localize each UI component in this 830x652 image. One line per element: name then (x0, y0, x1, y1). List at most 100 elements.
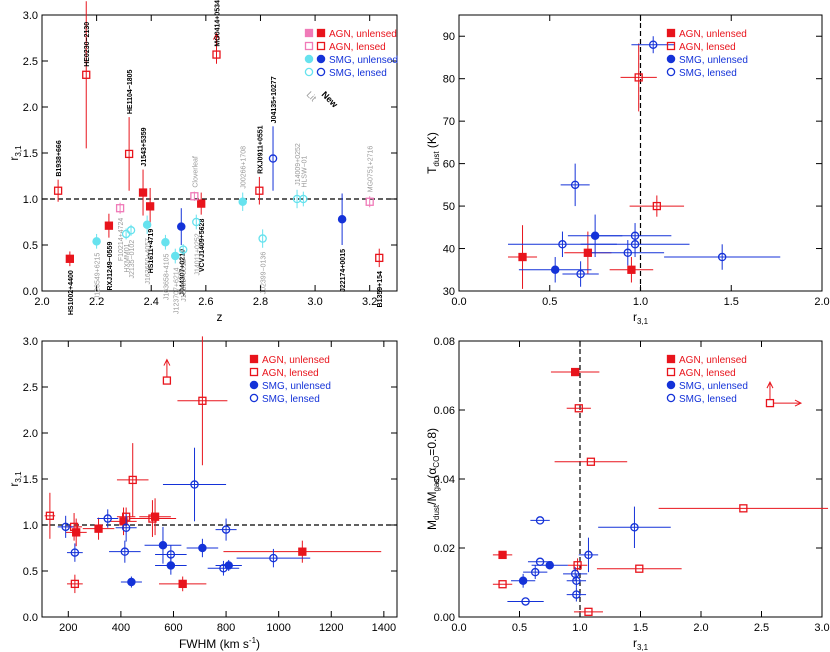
point-J22174+0015 (337, 214, 347, 224)
point-HE1104-1805 (124, 149, 134, 159)
point-o7 (190, 480, 199, 489)
point-l2 (573, 561, 582, 570)
x-axis-label: FWHM (km s-1) (179, 636, 260, 651)
x-axis-label-end: ) (256, 637, 260, 651)
legend-lit-label: Lit (305, 89, 319, 103)
point-o2 (530, 567, 540, 577)
source-label: F10214+4724 (118, 218, 125, 262)
legend-label: AGN, lensed (679, 42, 736, 53)
legend-label: AGN, unlensed (679, 29, 747, 40)
x-tick-label: 0.0 (451, 622, 466, 634)
y-tick-label: 60 (443, 159, 455, 171)
legend-label: AGN, lensed (262, 368, 319, 379)
y-tick-label: 2.0 (23, 428, 38, 440)
point-J04135+10277 (268, 154, 278, 163)
limit-arrow (766, 380, 774, 389)
point-VCVJ1409+5628 (197, 199, 206, 208)
point-o9 (630, 523, 639, 532)
source-label: J123549+6215 (95, 253, 102, 300)
x-tick-label: 3.0 (307, 296, 322, 308)
y-tick-label: 0.0 (23, 286, 38, 298)
point-a5 (178, 579, 187, 589)
point-s4 (570, 180, 580, 190)
x-tick-label: 600 (164, 622, 182, 634)
point-l3 (574, 404, 583, 413)
source-label: J1543+5359 (141, 127, 148, 166)
point-MG0414+0534 (212, 50, 221, 59)
y-tick-label: 1.5 (23, 474, 38, 486)
legend-marker (316, 67, 326, 77)
y-tick-label: 40 (443, 244, 455, 256)
panel-p4: 0.0 0.5 1.0 1.5 2.0 2.5 3.0 0.00 0.02 0.04 0.06 0.0… (425, 336, 830, 652)
y-tick-label: 2.0 (23, 102, 38, 114)
x-tick-label: 2.4 (144, 296, 159, 308)
source-label: RXJ0911+0551 (257, 125, 264, 174)
legend-label: SMG, lensed (329, 68, 387, 79)
x-tick-label: 3.2 (362, 296, 377, 308)
panel-p3: 200 400 600 800 1000 1200 1400 0.0 0.5 1.0 1.5 2.0 2… (7, 336, 398, 651)
legend-marker (249, 367, 259, 377)
point-s1 (550, 265, 560, 275)
source-label: MG0751+2716 (368, 146, 375, 193)
x-tick-label: 2.0 (814, 296, 829, 308)
legend-marker (666, 54, 676, 64)
point-RXJ0911+0551 (255, 186, 264, 195)
point-J1543+5359 (138, 188, 148, 197)
source-label: J2135−0102 (129, 240, 136, 279)
x-tick-label: 1400 (372, 622, 396, 634)
legend-marker (666, 41, 676, 51)
point-a2 (94, 524, 103, 533)
point-s4 (198, 543, 207, 553)
source-label: HE0230−2130 (84, 22, 91, 67)
point-HE0230-2130 (82, 70, 91, 79)
source-label: J163658+4105 (163, 254, 170, 301)
point-l5 (128, 475, 137, 485)
legend-label: AGN, unlensed (679, 355, 747, 366)
source-label: J00266+1708 (241, 146, 248, 189)
source-label: J22174+0015 (340, 249, 347, 292)
x-tick-label: 1.5 (633, 622, 648, 634)
point-o8 (219, 563, 228, 573)
point-B1359+154 (375, 253, 384, 263)
x-tick-label: 1200 (319, 622, 343, 634)
legend-marker (316, 41, 326, 51)
legend: AGN, unlensed AGN, lensed SMG, unlensed SMG… (249, 354, 331, 405)
point-o2 (70, 548, 80, 557)
legend-marker (316, 54, 326, 64)
legend-marker-lit (304, 41, 314, 51)
legend-marker-lit (304, 28, 314, 38)
point-a4 (150, 512, 160, 521)
x-tick-label: 1.0 (572, 622, 587, 634)
point-o4 (535, 516, 545, 525)
legend: AGN, unlensed AGN, lensed SMG, unlensed SMG… (304, 28, 398, 110)
legend: AGN, unlensed AGN, lensed SMG, unlensed SMG… (666, 354, 748, 405)
x-tick-label: 3.0 (814, 622, 829, 634)
x-tick-label: 200 (59, 622, 77, 634)
source-label: VCVJ1409+5628 (199, 219, 206, 273)
legend-label: SMG, unlensed (679, 55, 748, 66)
legend-marker (666, 367, 676, 377)
y-axis-label: r3,1 (7, 145, 23, 161)
source-label: J16359+6612 (181, 259, 188, 302)
point-o4 (121, 523, 131, 533)
legend-label: SMG, lensed (679, 394, 737, 405)
panel-p2: 0.0 0.5 1.0 1.5 2.0 30 40 50 60 70 80 90 r3,1 Tdust (… (425, 14, 830, 326)
point-o10 (269, 553, 278, 563)
legend-marker (666, 67, 676, 77)
limit-arrow (794, 399, 803, 407)
point-J163650+4057 (142, 220, 152, 230)
legend-new-label: New (320, 89, 341, 110)
source-label: J123707+6214 (173, 267, 180, 314)
y-tick-label: 1.5 (23, 148, 38, 160)
x-tick-label: 1000 (266, 622, 290, 634)
point-l8 (198, 396, 207, 405)
point-HS1002+4400 (65, 254, 75, 263)
point-l6 (635, 564, 644, 573)
point-o5 (120, 547, 130, 556)
point-HS1611+4719 (145, 202, 155, 211)
y-tick-label: 2.5 (23, 56, 38, 68)
x-axis-label-sup: -1 (249, 636, 257, 645)
x-tick-label: 2.0 (34, 296, 49, 308)
point-s2 (158, 540, 168, 550)
source-label: J02399−0136 (261, 252, 268, 295)
